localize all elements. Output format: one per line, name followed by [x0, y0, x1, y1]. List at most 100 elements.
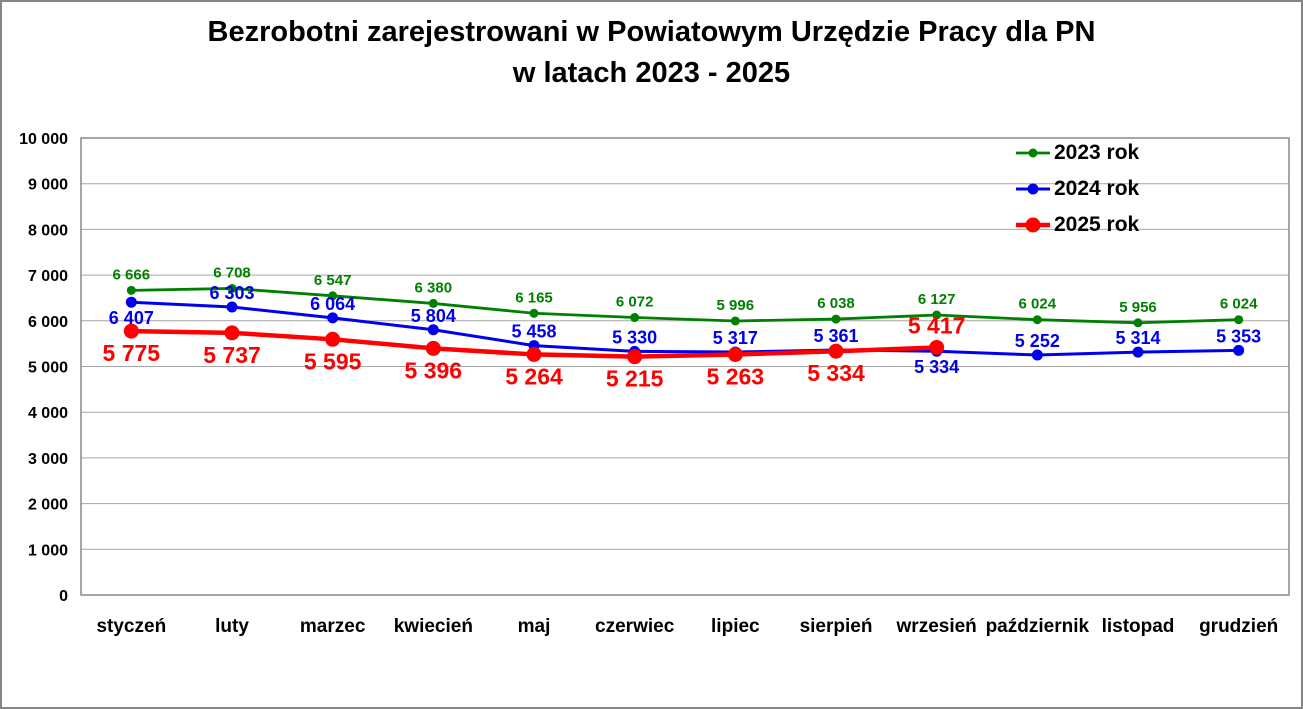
- data-label: 6 165: [515, 289, 553, 306]
- data-point-marker: [327, 312, 339, 324]
- data-label: 5 215: [606, 366, 664, 392]
- plot-border: [80, 137, 1290, 596]
- x-axis-label: listopad: [1102, 616, 1175, 637]
- data-label: 5 263: [707, 363, 765, 389]
- data-point-marker: [226, 301, 238, 313]
- data-label: 5 417: [908, 312, 966, 338]
- data-label: 6 547: [314, 272, 352, 289]
- data-point-marker: [123, 323, 139, 339]
- legend-label-2024: 2024 rok: [1054, 177, 1140, 200]
- data-label: 5 334: [807, 360, 865, 386]
- data-point-marker: [727, 346, 743, 362]
- data-label: 5 361: [813, 326, 858, 346]
- data-point-marker: [526, 346, 542, 362]
- data-point-marker: [126, 285, 136, 295]
- legend-swatch-2023: [1016, 148, 1050, 158]
- legend: 2023 rok 2024 rok 2025 rok: [1015, 135, 1139, 243]
- data-label: 5 252: [1015, 331, 1060, 351]
- x-axis-label: lipiec: [711, 616, 760, 637]
- data-point-marker: [227, 283, 237, 293]
- data-label: 6 380: [415, 279, 453, 296]
- data-point-marker: [529, 308, 539, 318]
- legend-dot-2023: [1028, 148, 1038, 158]
- data-point-marker: [1234, 315, 1244, 325]
- legend-item-2025: 2025 rok: [1015, 207, 1139, 243]
- chart-title-line2: w latach 2023 - 2025: [512, 57, 791, 89]
- data-label: 5 264: [505, 363, 563, 389]
- x-axis-label: czerwiec: [595, 616, 675, 637]
- data-label: 5 996: [717, 297, 755, 314]
- data-label: 6 038: [817, 295, 855, 312]
- data-label: 5 334: [914, 357, 959, 377]
- y-axis-label: 7 000: [28, 268, 68, 285]
- data-label: 5 956: [1119, 299, 1157, 316]
- legend-item-2024: 2024 rok: [1015, 171, 1139, 207]
- data-label: 5 353: [1216, 326, 1261, 346]
- y-axis-label: 9 000: [28, 177, 68, 194]
- legend-label-2023: 2023 rok: [1054, 141, 1140, 164]
- y-axis-label: 5 000: [28, 360, 68, 377]
- data-label: 6 127: [918, 291, 956, 308]
- data-label: 6 708: [213, 264, 251, 281]
- data-point-marker: [1133, 318, 1143, 328]
- data-point-marker: [831, 314, 841, 324]
- data-point-marker: [730, 316, 740, 326]
- data-label: 5 330: [612, 327, 657, 347]
- chart-title: Bezrobotni zarejestrowani w Powiatowym U…: [2, 12, 1301, 94]
- data-point-marker: [328, 291, 338, 301]
- data-label: 6 666: [113, 266, 151, 283]
- y-axis-label: 4 000: [28, 405, 68, 422]
- data-point-marker: [1032, 315, 1042, 325]
- data-point-marker: [1233, 344, 1245, 356]
- x-axis-label: styczeń: [96, 616, 166, 637]
- legend-swatch-2025: [1016, 217, 1050, 233]
- chart-title-line1: Bezrobotni zarejestrowani w Powiatowym U…: [207, 16, 1096, 48]
- data-point-marker: [932, 310, 942, 320]
- data-point-marker: [1031, 349, 1043, 361]
- data-label: 5 396: [405, 357, 463, 383]
- data-label: 5 317: [713, 328, 758, 348]
- data-point-marker: [1132, 346, 1144, 358]
- data-label: 6 303: [209, 283, 254, 303]
- x-axis-label: luty: [215, 616, 249, 637]
- y-axis-label: 10 000: [19, 131, 68, 148]
- data-point-marker: [427, 324, 439, 336]
- data-point-marker: [325, 331, 341, 347]
- legend-dot-2024: [1027, 183, 1039, 195]
- x-axis-label: grudzień: [1199, 616, 1278, 637]
- data-label: 6 407: [109, 308, 154, 328]
- data-point-marker: [125, 296, 137, 308]
- data-label: 5 804: [411, 306, 456, 326]
- legend-swatch-2024: [1016, 183, 1050, 195]
- data-label: 5 737: [203, 342, 261, 368]
- data-label: 5 314: [1115, 328, 1160, 348]
- data-label: 5 458: [511, 322, 556, 342]
- y-axis-label: 3 000: [28, 451, 68, 468]
- data-label: 5 775: [103, 340, 161, 366]
- data-label: 5 595: [304, 348, 362, 374]
- y-axis-label: 8 000: [28, 222, 68, 239]
- data-point-marker: [627, 349, 643, 365]
- x-axis-label: sierpień: [800, 616, 873, 637]
- x-axis-label: marzec: [300, 616, 366, 637]
- x-axis-label: kwiecień: [394, 616, 473, 637]
- data-label: 6 024: [1019, 296, 1057, 313]
- legend-dot-2025: [1025, 217, 1041, 233]
- legend-item-2023: 2023 rok: [1015, 135, 1139, 171]
- data-label: 6 024: [1220, 296, 1258, 313]
- data-point-marker: [224, 325, 240, 341]
- data-point-marker: [929, 339, 945, 355]
- series-line-2024-rok: [131, 300, 1239, 357]
- y-axis-label: 6 000: [28, 314, 68, 331]
- data-label: 6 064: [310, 294, 355, 314]
- x-axis-label: maj: [518, 616, 551, 637]
- y-axis-label: 2 000: [28, 497, 68, 514]
- data-point-marker: [630, 313, 640, 323]
- x-axis-label: wrzesień: [896, 616, 977, 637]
- y-axis-label: 1 000: [28, 542, 68, 559]
- x-axis-label: październik: [986, 616, 1090, 637]
- legend-label-2025: 2025 rok: [1054, 213, 1140, 236]
- data-point-marker: [425, 340, 441, 356]
